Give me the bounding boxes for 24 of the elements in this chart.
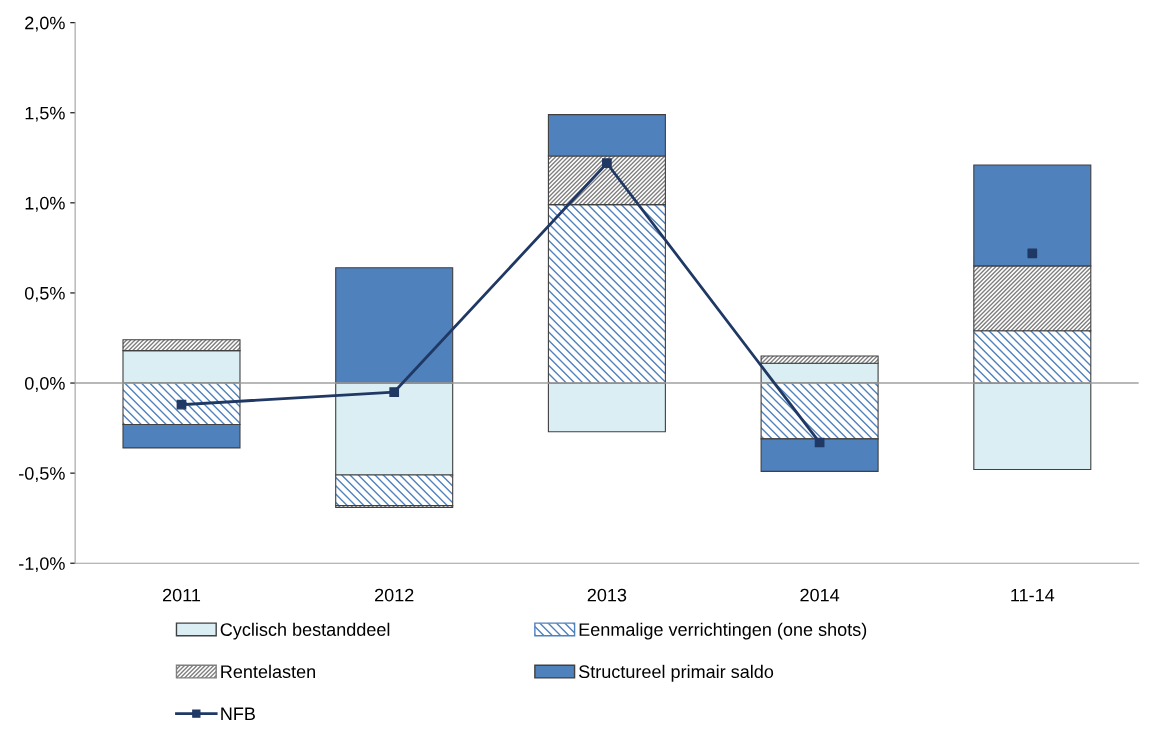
x-tick-label: 2014 xyxy=(800,588,840,602)
y-tick-label: 0,5% xyxy=(24,286,65,302)
legend-label: NFB xyxy=(221,707,255,721)
x-tick-label: 2012 xyxy=(375,588,414,602)
legend-label: Eenmalige verrichtingen (one shots) xyxy=(579,622,867,640)
y-tick-label: -0,5% xyxy=(19,467,65,482)
point xyxy=(1027,248,1038,259)
y-tick-label: 2,0% xyxy=(25,16,65,32)
y-tick-label: 0,0% xyxy=(24,376,65,392)
x-tick-label: 11-14 xyxy=(1011,588,1055,602)
y-tick-label: -1,0% xyxy=(19,557,65,573)
legend-label: Rentelasten xyxy=(221,664,315,679)
x-tick-label: 2011 xyxy=(162,588,201,602)
legend-label: Structureel primair saldo xyxy=(579,664,774,682)
y-tick-label: 1,5% xyxy=(25,106,65,122)
legend-label: Cyclisch bestanddeel xyxy=(220,622,390,640)
point xyxy=(602,158,612,169)
bar xyxy=(973,382,1092,471)
bar xyxy=(335,267,454,384)
x-tick-label: 2013 xyxy=(587,588,627,602)
point xyxy=(389,387,400,397)
bar xyxy=(547,382,666,433)
y-tick-label: 1,0% xyxy=(25,196,65,212)
point xyxy=(176,399,187,410)
